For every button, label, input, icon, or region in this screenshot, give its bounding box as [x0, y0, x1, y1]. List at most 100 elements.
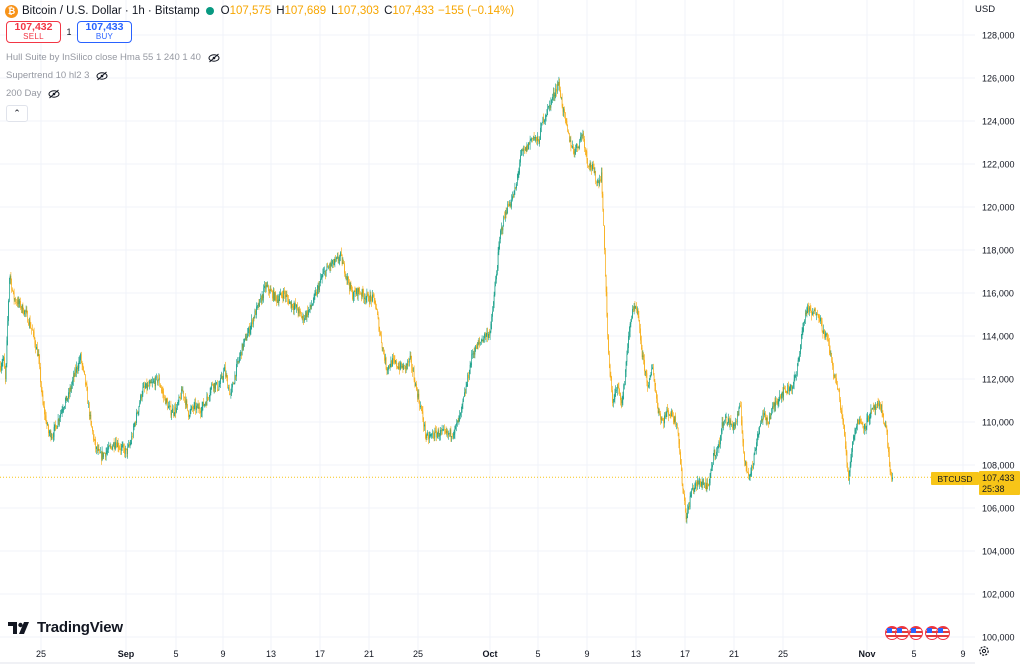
- candle-body: [858, 423, 860, 425]
- candle-body: [211, 383, 212, 388]
- candle-body: [698, 483, 700, 485]
- candle-body: [354, 290, 356, 292]
- indicator-supertrend[interactable]: Supertrend 10 hl2 3: [6, 70, 108, 81]
- candle-body: [125, 448, 126, 454]
- candle-body: [717, 447, 718, 452]
- candle-body: [610, 376, 612, 380]
- candle-body: [496, 274, 497, 280]
- eye-crossed-icon[interactable]: [96, 71, 108, 81]
- candle-body: [83, 366, 84, 371]
- candle-body: [389, 365, 390, 368]
- ohlc-open-key: O: [220, 5, 230, 17]
- candle-body: [797, 360, 799, 366]
- candle-body: [151, 382, 152, 384]
- candle-body: [69, 387, 71, 394]
- candle-body: [109, 445, 111, 447]
- candle-body: [606, 292, 608, 317]
- candle-body: [498, 245, 500, 253]
- candle-body: [278, 299, 280, 303]
- candle-body: [357, 288, 358, 297]
- candle-body: [679, 443, 680, 452]
- candle-body: [571, 146, 572, 148]
- candle-body: [381, 334, 382, 343]
- candle-body: [813, 312, 814, 314]
- us-flag-icon[interactable]: [925, 626, 939, 640]
- candle-body: [555, 88, 556, 95]
- candle-body: [463, 396, 464, 402]
- gear-icon[interactable]: [978, 645, 990, 657]
- economic-events[interactable]: [885, 626, 939, 640]
- candle-body: [647, 382, 648, 387]
- candle-body: [737, 413, 739, 415]
- candle-body: [670, 415, 672, 417]
- candle-body: [201, 406, 203, 413]
- candle-body: [285, 295, 287, 298]
- candle-body: [49, 431, 51, 433]
- candle-body: [169, 405, 170, 407]
- last-price-marker: BTCUSD 107,433 25:38: [931, 471, 1020, 495]
- candle-body: [61, 410, 63, 412]
- candle-body: [333, 260, 334, 265]
- candle-body: [649, 379, 650, 386]
- price-axis[interactable]: 100,000 102,000 104,000 106,000 108,000 110,0…: [982, 31, 1015, 643]
- indicator-200-day[interactable]: 200 Day: [6, 88, 60, 99]
- currency-selector[interactable]: USD: [975, 4, 996, 15]
- candle-body: [525, 147, 526, 150]
- candle-body: [80, 354, 81, 361]
- candle-body: [863, 426, 864, 430]
- candle-body: [699, 481, 700, 484]
- eye-crossed-icon[interactable]: [208, 53, 220, 63]
- candle-body: [301, 313, 302, 319]
- candle-body: [447, 430, 448, 435]
- candle-body: [773, 402, 775, 408]
- candle-body: [148, 384, 149, 387]
- collapse-legend-button[interactable]: ⌃: [6, 105, 28, 122]
- candle-body: [700, 481, 701, 486]
- candle-body: [155, 376, 156, 387]
- candle-body: [343, 262, 344, 264]
- sell-button[interactable]: 107,432 SELL: [6, 21, 61, 43]
- candle-body: [537, 137, 539, 141]
- market-status-icon[interactable]: [205, 7, 214, 15]
- candle-body: [390, 360, 392, 368]
- time-axis[interactable]: 25 Sep 5 9 13 17 21 25 Oct 5 9 13 17 21 25 Nov 5 9: [36, 649, 966, 659]
- candle-body: [286, 295, 288, 297]
- candle-body: [607, 316, 608, 336]
- economic-events-next[interactable]: [936, 626, 950, 640]
- candle-body: [873, 407, 874, 409]
- candle-body: [74, 369, 76, 377]
- candle-body: [512, 196, 513, 200]
- candle-body: [637, 309, 638, 311]
- us-flag-icon[interactable]: [909, 626, 923, 640]
- candle-body: [515, 187, 516, 189]
- buy-button[interactable]: 107,433 BUY: [77, 21, 132, 43]
- candle-body: [177, 403, 178, 409]
- candle-body: [280, 292, 281, 296]
- us-flag-icon[interactable]: [936, 626, 950, 640]
- candle-body: [762, 412, 764, 421]
- candle-body: [365, 297, 366, 300]
- candle-body: [22, 304, 24, 314]
- candle-body: [818, 316, 820, 320]
- candle-body: [1, 366, 2, 371]
- candle-body: [321, 276, 323, 279]
- indicator-hull-suite[interactable]: Hull Suite by InSilico close Hma 55 1 24…: [6, 52, 220, 63]
- candle-body: [662, 420, 664, 421]
- us-flag-icon[interactable]: [895, 626, 909, 640]
- candle-body: [15, 298, 16, 302]
- candle-body: [483, 338, 484, 342]
- symbol-title[interactable]: Bitcoin / U.S. Dollar · 1h · Bitstamp: [22, 5, 200, 17]
- candle-body: [167, 402, 168, 409]
- candle-body: [693, 488, 695, 492]
- candle-body: [773, 406, 774, 408]
- tradingview-logo[interactable]: TradingView: [8, 619, 123, 636]
- candle-body: [402, 365, 404, 370]
- candle-body: [61, 411, 62, 414]
- candle-body: [219, 384, 220, 387]
- candle-body: [779, 395, 780, 399]
- candle-body: [233, 383, 235, 385]
- candle-body: [70, 387, 72, 389]
- eye-crossed-icon[interactable]: [48, 89, 60, 99]
- candle-body: [301, 318, 303, 319]
